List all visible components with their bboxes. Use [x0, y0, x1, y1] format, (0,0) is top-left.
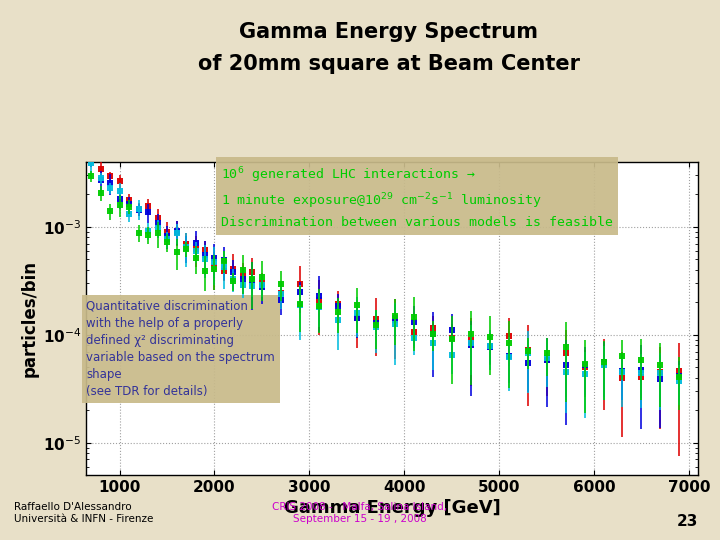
Text: Raffaello D'Alessandro
Università & INFN - Firenze: Raffaello D'Alessandro Università & INFN… [14, 502, 154, 524]
X-axis label: Gamma Energy [GeV]: Gamma Energy [GeV] [284, 499, 501, 517]
Text: 23: 23 [677, 514, 698, 529]
Y-axis label: particles/bin: particles/bin [21, 260, 39, 377]
Text: Quantitative discrimination
with the help of a properly
defined χ² discriminatin: Quantitative discrimination with the hel… [86, 300, 275, 398]
Text: Gamma Energy Spectrum: Gamma Energy Spectrum [239, 22, 539, 42]
Text: 10$^6$ generated LHC interactions →
1 minute exposure@10$^{29}$ cm$^{-2}$s$^{-1}: 10$^6$ generated LHC interactions → 1 mi… [221, 165, 613, 230]
Text: CRIS 2008 -   Malfa, Salina Island,
September 15 - 19 , 2008: CRIS 2008 - Malfa, Salina Island, Septem… [272, 502, 448, 524]
Text: of 20mm square at Beam Center: of 20mm square at Beam Center [198, 54, 580, 74]
